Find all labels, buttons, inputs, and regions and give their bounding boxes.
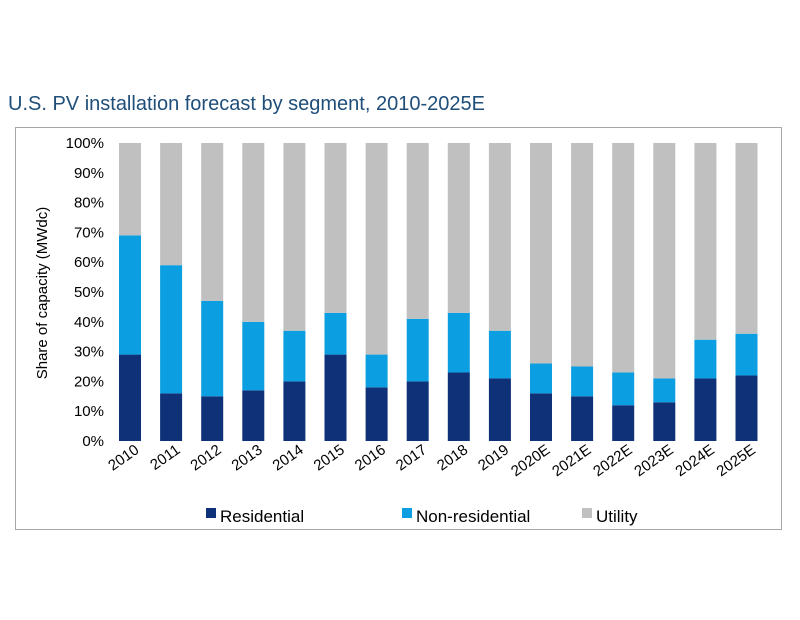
bar-segment-residential-2013 (242, 390, 265, 441)
bar-segment-non-residential-2019 (488, 330, 511, 379)
bar-segment-non-residential-2022e (612, 372, 635, 406)
bar-segment-non-residential-2011 (160, 265, 183, 394)
x-tick-label: 2012 (187, 441, 224, 474)
bar-segment-utility-2013 (242, 143, 265, 322)
y-axis-ticks: 0% 10% 20% 30% 40% 50% 60% 70% 80% 90% 100% (66, 135, 104, 450)
bar-segment-utility-2012 (201, 143, 224, 301)
chart-title: U.S. PV installation forecast by segment… (8, 93, 485, 115)
bar-segment-non-residential-2015 (324, 312, 347, 355)
bar-segment-residential-2010 (119, 354, 141, 441)
x-tick-label: 2024E (672, 441, 717, 480)
legend-label: Utility (596, 507, 638, 526)
x-tick-label: 2025E (714, 441, 759, 480)
bar-segment-non-residential-2010 (119, 235, 141, 355)
bar-segment-utility-2018 (447, 143, 470, 313)
bar-segment-non-residential-2023e (653, 378, 676, 403)
bar-segment-residential-2012 (201, 396, 224, 441)
legend-label: Residential (220, 507, 304, 526)
bar-segment-residential-2014 (283, 381, 306, 441)
bar-segment-utility-2010 (119, 143, 141, 236)
bar-segment-residential-2019 (488, 378, 511, 441)
x-tick-label: 2014 (270, 441, 307, 474)
bar-segment-utility-2025e (735, 143, 758, 334)
y-tick-label: 30% (74, 344, 104, 361)
x-tick-label: 2019 (475, 441, 512, 474)
legend: Residential Non-residential Utility (206, 507, 638, 526)
x-tick-label: 2011 (147, 441, 183, 473)
bar-segment-residential-2021e (571, 396, 594, 441)
x-tick-label: 2010 (105, 441, 142, 474)
x-tick-label: 2023E (631, 441, 676, 480)
bar-segment-residential-2020e (530, 393, 552, 441)
legend-label: Non-residential (416, 507, 530, 526)
bar-segment-residential-2016 (365, 387, 388, 441)
bar-segment-utility-2022e (612, 143, 635, 373)
bar-segment-utility-2024e (694, 143, 717, 340)
y-tick-label: 80% (74, 195, 104, 212)
x-tick-label: 2022E (590, 441, 635, 480)
bar-segment-residential-2022e (612, 405, 635, 441)
x-tick-label: 2021E (549, 441, 594, 480)
y-tick-label: 100% (66, 135, 104, 152)
y-tick-label: 60% (74, 254, 104, 271)
y-axis-label: Share of capacity (MWdc) (34, 207, 51, 380)
x-tick-label: 2016 (352, 441, 389, 474)
bars (119, 143, 758, 441)
y-tick-label: 10% (74, 403, 104, 420)
x-tick-label: 2018 (434, 441, 471, 474)
bar-segment-non-residential-2013 (242, 321, 265, 391)
legend-swatch-utility (582, 508, 592, 518)
y-tick-label: 0% (82, 433, 104, 450)
x-tick-label: 2020E (508, 441, 553, 480)
bar-segment-non-residential-2025e (735, 333, 758, 376)
bar-segment-non-residential-2020e (530, 363, 552, 394)
bar-segment-residential-2024e (694, 378, 717, 441)
x-tick-label: 2017 (393, 441, 430, 474)
bar-segment-utility-2021e (571, 143, 594, 367)
x-tick-label: 2015 (311, 441, 348, 474)
y-tick-label: 70% (74, 224, 104, 241)
bar-segment-utility-2016 (365, 143, 388, 355)
legend-swatch-residential (206, 508, 216, 518)
legend-swatch-non-residential (402, 508, 412, 518)
y-tick-label: 40% (74, 314, 104, 331)
bar-segment-utility-2015 (324, 143, 347, 313)
chart-frame (15, 127, 782, 530)
bar-segment-utility-2020e (530, 143, 552, 364)
bar-segment-residential-2023e (653, 402, 676, 441)
bar-segment-residential-2025e (735, 375, 758, 441)
y-tick-label: 20% (74, 373, 104, 390)
bar-segment-non-residential-2017 (406, 318, 429, 382)
bar-segment-utility-2017 (406, 143, 429, 319)
bar-segment-residential-2011 (160, 393, 183, 441)
bar-segment-residential-2017 (406, 381, 429, 441)
bar-segment-utility-2014 (283, 143, 306, 331)
bar-segment-non-residential-2021e (571, 366, 594, 397)
bar-segment-utility-2011 (160, 143, 183, 266)
bar-segment-utility-2019 (488, 143, 511, 331)
bar-segment-non-residential-2012 (201, 300, 224, 397)
bar-segment-non-residential-2014 (283, 330, 306, 382)
x-axis-ticks: 2010 2011 2012 2013 2014 2015 2016 2017 2018 2019… (105, 441, 759, 480)
bar-segment-utility-2023e (653, 143, 676, 379)
x-tick-label: 2013 (229, 441, 266, 474)
bar-segment-non-residential-2024e (694, 339, 717, 379)
bar-segment-non-residential-2016 (365, 354, 388, 388)
bar-segment-non-residential-2018 (447, 312, 470, 373)
y-tick-label: 50% (74, 284, 104, 301)
y-tick-label: 90% (74, 165, 104, 182)
bar-segment-residential-2018 (447, 372, 470, 441)
bar-segment-residential-2015 (324, 354, 347, 441)
